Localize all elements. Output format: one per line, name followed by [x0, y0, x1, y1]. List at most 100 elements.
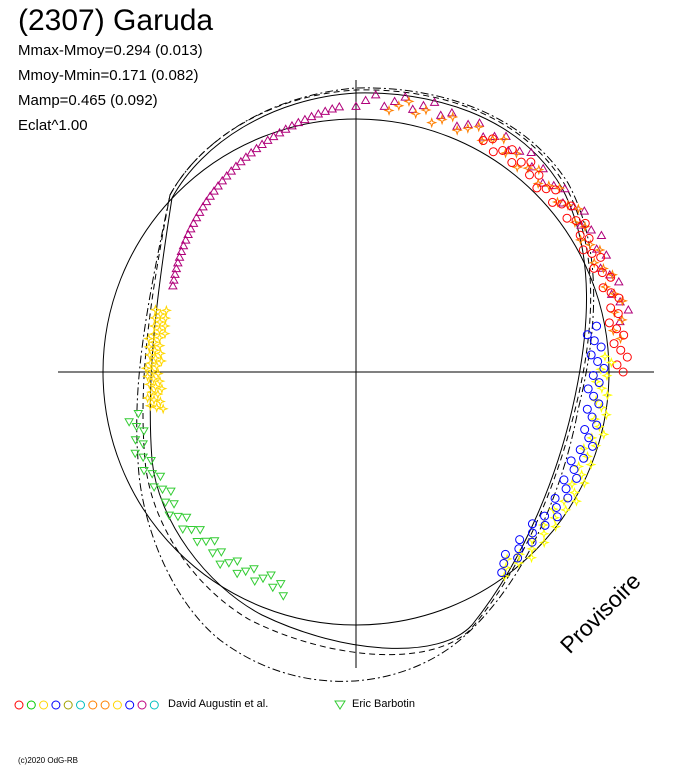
data-point [151, 401, 163, 413]
data-point [551, 185, 561, 195]
data-point [587, 412, 597, 422]
data-point [138, 440, 148, 449]
data-point [266, 571, 276, 581]
data-point [613, 309, 623, 319]
data-point [572, 473, 582, 483]
data-point [205, 191, 216, 200]
data-point [164, 511, 175, 521]
data-point [154, 316, 166, 328]
data-point [579, 221, 591, 233]
data-point [177, 525, 188, 534]
data-point [595, 401, 607, 414]
data-point [513, 553, 523, 563]
data-point [604, 318, 614, 328]
data-point [623, 304, 634, 314]
data-point [526, 157, 536, 167]
data-point [550, 493, 560, 503]
data-point [612, 360, 622, 370]
data-point [580, 218, 590, 228]
data-point [145, 386, 158, 398]
data-point [473, 121, 485, 133]
data-point [154, 340, 166, 352]
data-point [578, 477, 591, 489]
data-point [407, 104, 418, 113]
data-point [550, 521, 562, 533]
data-point [133, 410, 144, 419]
data-point [130, 436, 141, 445]
data-point [201, 196, 212, 206]
data-point [558, 495, 570, 507]
data-point [515, 535, 525, 545]
data-point [168, 275, 179, 284]
data-point [141, 370, 154, 382]
data-point [616, 345, 626, 355]
data-point [600, 409, 612, 421]
data-point [178, 240, 189, 250]
data-point [601, 389, 614, 401]
data-point [148, 320, 160, 332]
stat-mamp: Mamp=0.465 (0.092) [18, 92, 158, 109]
data-point [498, 133, 510, 145]
data-point [532, 177, 544, 190]
data-point [540, 511, 550, 521]
data-point [589, 391, 599, 401]
data-point [215, 560, 226, 570]
data-point [586, 350, 596, 360]
legend-symbol [88, 700, 98, 710]
data-point [563, 493, 573, 503]
data-point [586, 432, 598, 444]
data-point [418, 100, 429, 110]
data-point [526, 147, 537, 156]
data-point [201, 537, 211, 547]
legend-symbol [76, 700, 85, 710]
data-point [488, 134, 498, 144]
data-point [588, 370, 598, 380]
data-point [570, 495, 583, 507]
data-point [157, 485, 168, 495]
data-point [584, 433, 594, 443]
data-point [168, 280, 178, 290]
data-point [154, 332, 166, 344]
data-point [576, 469, 588, 481]
data-point [525, 170, 535, 180]
data-point [498, 570, 510, 582]
data-point [209, 537, 220, 546]
data-point [612, 324, 622, 334]
legend-symbols [14, 700, 346, 710]
data-point [144, 349, 156, 361]
data-point [159, 320, 171, 332]
data-point [154, 347, 167, 359]
data-point [306, 111, 317, 121]
data-point [226, 166, 237, 175]
data-point [213, 180, 223, 190]
legend-symbol [14, 700, 24, 710]
data-point [594, 378, 604, 388]
data-point [313, 108, 324, 118]
data-point [609, 339, 619, 349]
data-point [131, 422, 142, 432]
data-point [487, 133, 499, 146]
data-point [426, 117, 438, 129]
data-point [588, 257, 600, 269]
data-point [166, 487, 176, 497]
data-point [154, 308, 167, 320]
legend-symbol [63, 700, 73, 710]
legend-symbol [51, 700, 61, 710]
data-point [258, 574, 268, 584]
data-point [584, 233, 594, 243]
data-point [351, 101, 361, 110]
data-point [169, 500, 179, 509]
data-point [618, 367, 628, 377]
data-point [584, 239, 596, 251]
copyright: (c)2020 OdG-RB [18, 756, 79, 765]
fit-curve-min [149, 92, 587, 649]
data-point [513, 557, 525, 569]
data-point [538, 528, 550, 540]
data-point [568, 201, 579, 211]
data-point [249, 577, 260, 587]
data-point [143, 341, 155, 353]
data-point [207, 549, 218, 558]
data-point [216, 548, 227, 557]
chart-title: (2307) Garuda [18, 4, 214, 37]
